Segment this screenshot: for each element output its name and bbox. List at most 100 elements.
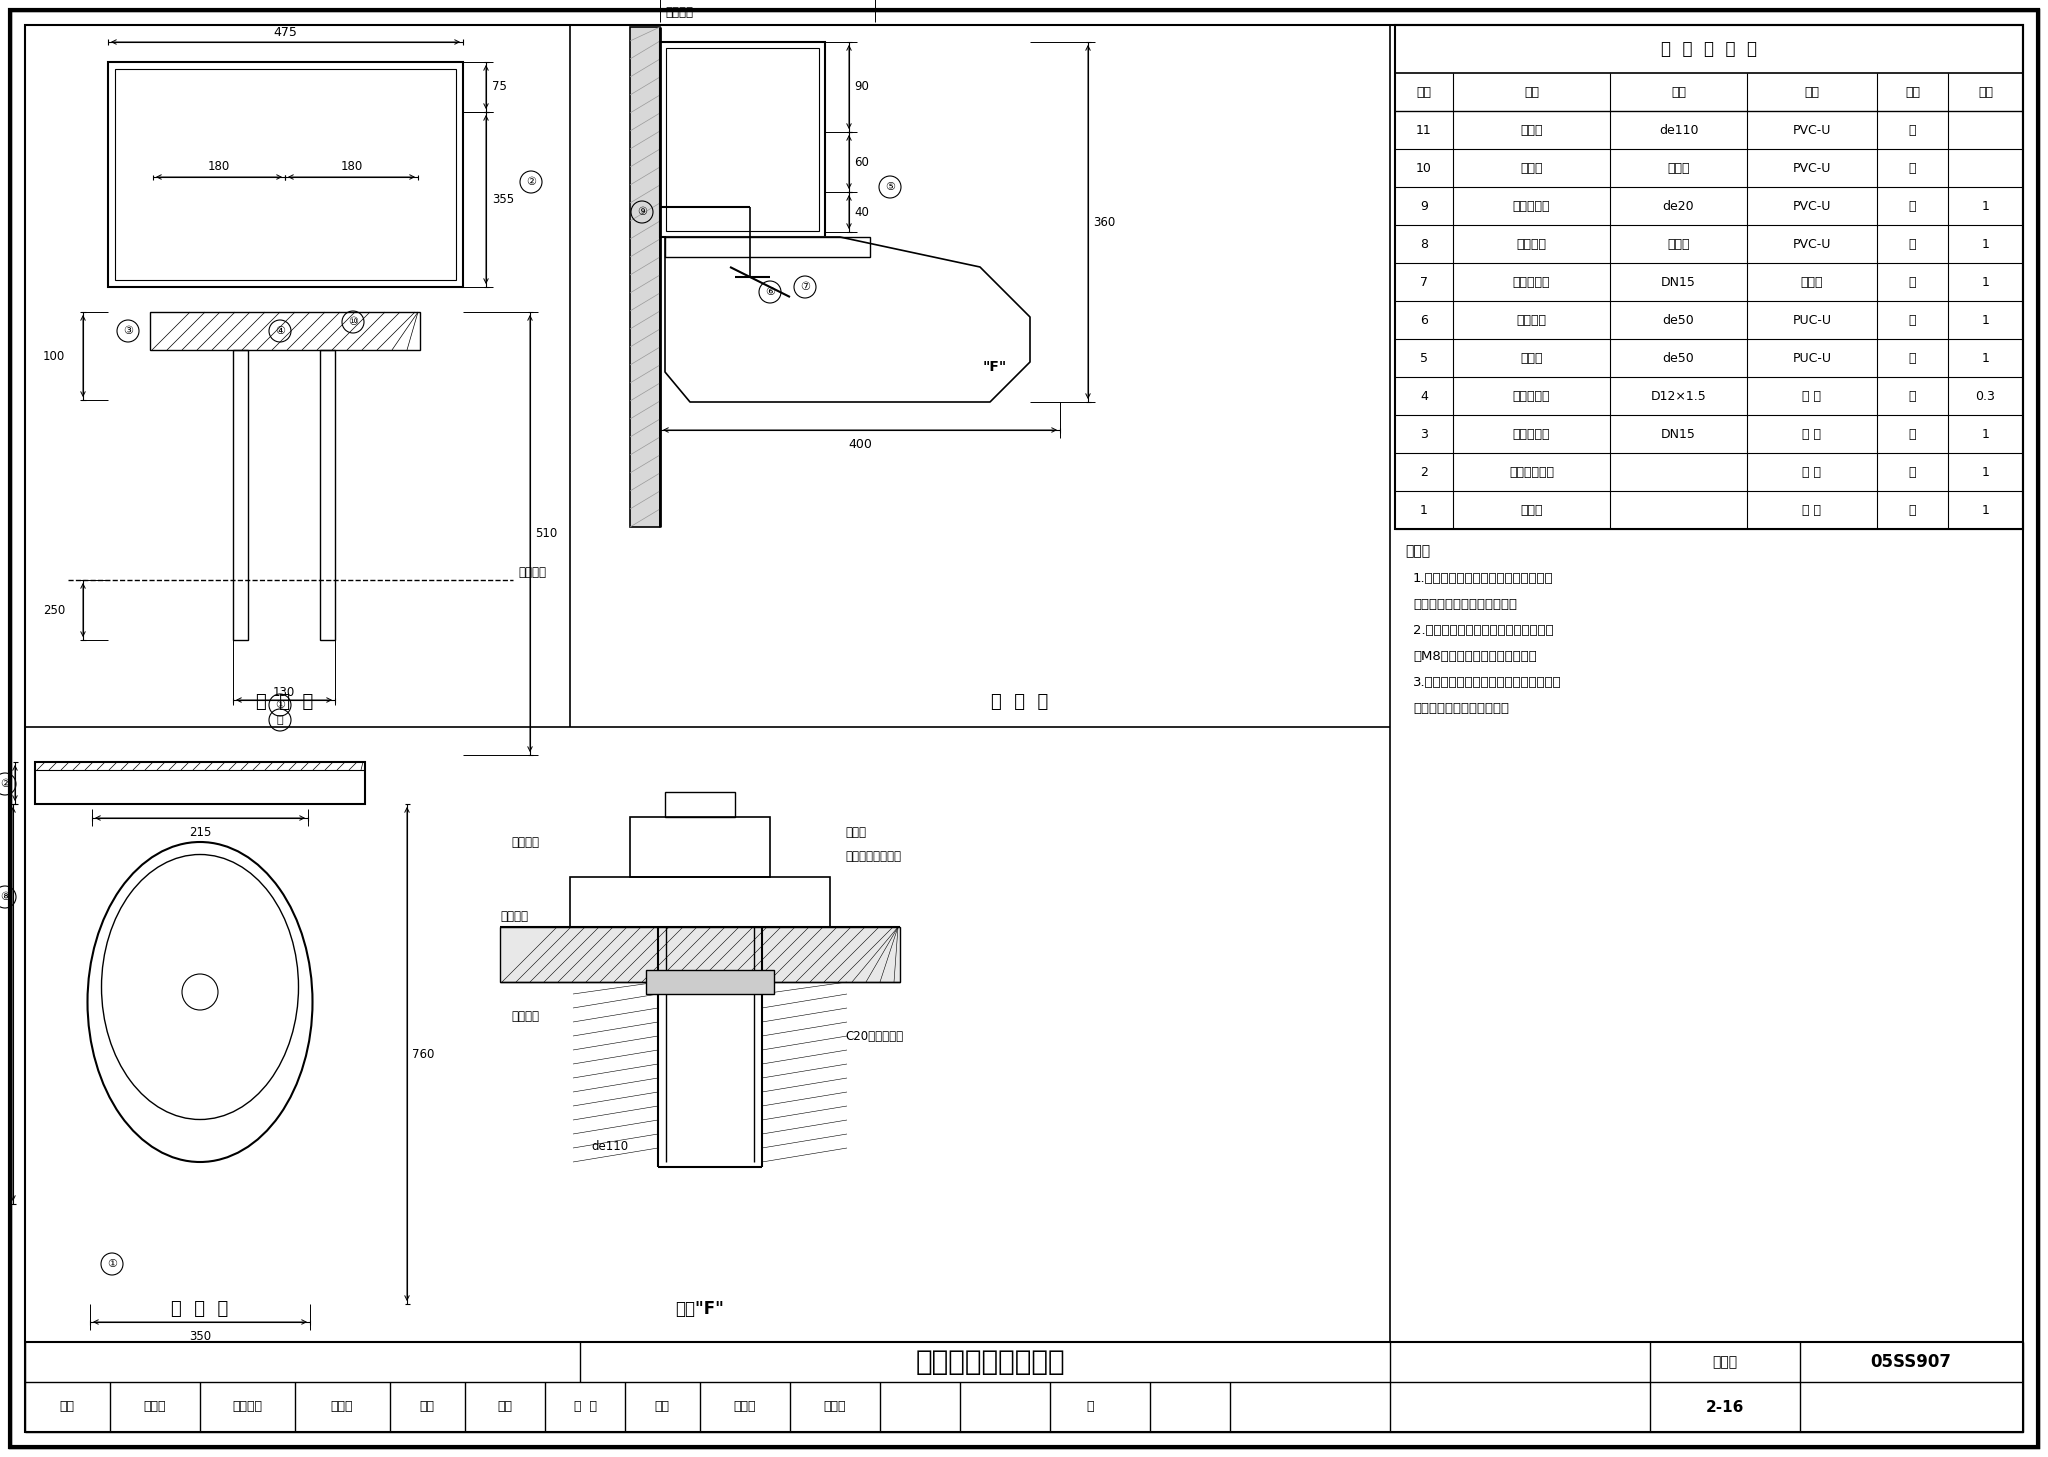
Text: 审核: 审核 — [59, 1400, 74, 1413]
Text: C20细石混凝土: C20细石混凝土 — [846, 1030, 903, 1043]
Text: 编号: 编号 — [1417, 86, 1432, 99]
Text: 成化表: 成化表 — [823, 1400, 846, 1413]
Text: 米: 米 — [1909, 162, 1917, 175]
Text: 角尺弯: 角尺弯 — [1520, 351, 1542, 364]
Text: 米: 米 — [1909, 124, 1917, 137]
Text: de50: de50 — [1663, 313, 1694, 326]
Text: 1: 1 — [1982, 465, 1989, 478]
Text: 说明：: 说明： — [1405, 543, 1430, 558]
Text: 挂箱式坐便器安装图: 挂箱式坐便器安装图 — [915, 1348, 1065, 1375]
Text: 1.本图系按唐山市建筑陶瓷厂生产的福: 1.本图系按唐山市建筑陶瓷厂生产的福 — [1413, 573, 1554, 586]
Text: 4: 4 — [1419, 389, 1427, 402]
Text: 05SS907: 05SS907 — [1870, 1354, 1952, 1371]
Text: 按设计: 按设计 — [1667, 237, 1690, 251]
Text: 1: 1 — [1982, 275, 1989, 288]
Text: 单位: 单位 — [1905, 86, 1921, 99]
Text: 进水阀配件: 进水阀配件 — [1513, 427, 1550, 440]
Text: PVC-U: PVC-U — [1792, 124, 1831, 137]
Text: de20: de20 — [1663, 200, 1694, 213]
Text: DN15: DN15 — [1661, 275, 1696, 288]
Text: 君主平: 君主平 — [330, 1400, 352, 1413]
Text: 7: 7 — [1419, 275, 1427, 288]
Text: 铜 管: 铜 管 — [1802, 389, 1821, 402]
Text: PVC-U: PVC-U — [1792, 237, 1831, 251]
Bar — [569, 877, 829, 927]
Bar — [659, 42, 825, 237]
Text: PUC-U: PUC-U — [1792, 351, 1831, 364]
Text: 规格: 规格 — [1671, 86, 1686, 99]
Text: 215: 215 — [188, 826, 211, 838]
Text: 用M8膨胀螺栓、软垫片、螺母。: 用M8膨胀螺栓、软垫片、螺母。 — [1413, 650, 1536, 663]
Bar — [233, 350, 248, 640]
Text: 州式挂箱式坐便器尺寸编制。: 州式挂箱式坐便器尺寸编制。 — [1413, 597, 1518, 610]
Bar — [631, 28, 659, 527]
Bar — [631, 817, 770, 877]
Text: 陶 瓷: 陶 瓷 — [1802, 465, 1821, 478]
Text: 个: 个 — [1909, 313, 1917, 326]
Text: 完成地面: 完成地面 — [518, 565, 547, 578]
Bar — [115, 68, 457, 280]
Text: 材料: 材料 — [1804, 86, 1819, 99]
Text: 100: 100 — [43, 350, 66, 363]
Text: ⑦: ⑦ — [801, 283, 811, 291]
Text: 760: 760 — [412, 1048, 434, 1061]
Text: 1: 1 — [1982, 200, 1989, 213]
Text: 个: 个 — [1909, 200, 1917, 213]
Text: 角式截止阀: 角式截止阀 — [1513, 275, 1550, 288]
Text: ⑧: ⑧ — [0, 892, 10, 902]
Text: 2.壁挂式低水箱及坐便器底部的固定采: 2.壁挂式低水箱及坐便器底部的固定采 — [1413, 624, 1554, 637]
Text: 立  面  图: 立 面 图 — [256, 694, 313, 711]
Text: 2: 2 — [1419, 465, 1427, 478]
Text: ⑪: ⑪ — [276, 715, 283, 726]
Text: 设计: 设计 — [655, 1400, 670, 1413]
Text: ③: ③ — [123, 326, 133, 337]
Text: 2-16: 2-16 — [1706, 1400, 1745, 1415]
Text: 完成墙面: 完成墙面 — [666, 6, 692, 19]
Text: 360: 360 — [1094, 216, 1116, 229]
Bar — [109, 63, 463, 287]
Text: 锁紧螺母: 锁紧螺母 — [1516, 313, 1546, 326]
Text: ②: ② — [0, 779, 10, 790]
Text: 图集号: 图集号 — [1712, 1355, 1737, 1370]
Text: 350: 350 — [188, 1330, 211, 1343]
Text: 主  要  材  料  表: 主 要 材 料 表 — [1661, 39, 1757, 58]
Text: 180: 180 — [340, 160, 362, 173]
Text: 510: 510 — [535, 527, 557, 541]
Bar — [666, 237, 870, 256]
Text: 个: 个 — [1909, 237, 1917, 251]
Text: 90: 90 — [854, 80, 868, 93]
Text: 1: 1 — [1982, 351, 1989, 364]
Text: 名称: 名称 — [1524, 86, 1538, 99]
Text: 130: 130 — [272, 685, 295, 698]
Text: 完成地面: 完成地面 — [500, 911, 528, 924]
Text: 止水翼环: 止水翼环 — [512, 1011, 539, 1023]
Text: PUC-U: PUC-U — [1792, 313, 1831, 326]
Text: 校对: 校对 — [420, 1400, 434, 1413]
Text: 按设计: 按设计 — [1667, 162, 1690, 175]
Text: 8: 8 — [1419, 237, 1427, 251]
Text: 180: 180 — [209, 160, 229, 173]
Text: 355: 355 — [492, 192, 514, 205]
Text: 5: 5 — [1419, 351, 1427, 364]
Text: ⑨: ⑨ — [637, 207, 647, 217]
Text: 0.3: 0.3 — [1976, 389, 1995, 402]
Text: 个: 个 — [1909, 465, 1917, 478]
Bar — [319, 350, 336, 640]
Text: PVC-U: PVC-U — [1792, 162, 1831, 175]
Text: 1: 1 — [1419, 504, 1427, 516]
Text: 个: 个 — [1909, 351, 1917, 364]
Text: 个: 个 — [1909, 275, 1917, 288]
Text: 1: 1 — [1982, 427, 1989, 440]
Text: 平  面  图: 平 面 图 — [172, 1300, 229, 1319]
Text: ①: ① — [106, 1259, 117, 1269]
Text: 节点"F": 节点"F" — [676, 1300, 725, 1319]
Text: 60: 60 — [854, 156, 868, 169]
Bar — [500, 927, 899, 982]
Text: 异径三通: 异径三通 — [1516, 237, 1546, 251]
Text: 40: 40 — [854, 205, 868, 219]
Bar — [150, 312, 420, 350]
Text: 壁挂式低水箱: 壁挂式低水箱 — [1509, 465, 1554, 478]
Text: "F": "F" — [983, 360, 1008, 374]
Text: 鲁宏深: 鲁宏深 — [143, 1400, 166, 1413]
Text: 陶 瓷: 陶 瓷 — [1802, 504, 1821, 516]
